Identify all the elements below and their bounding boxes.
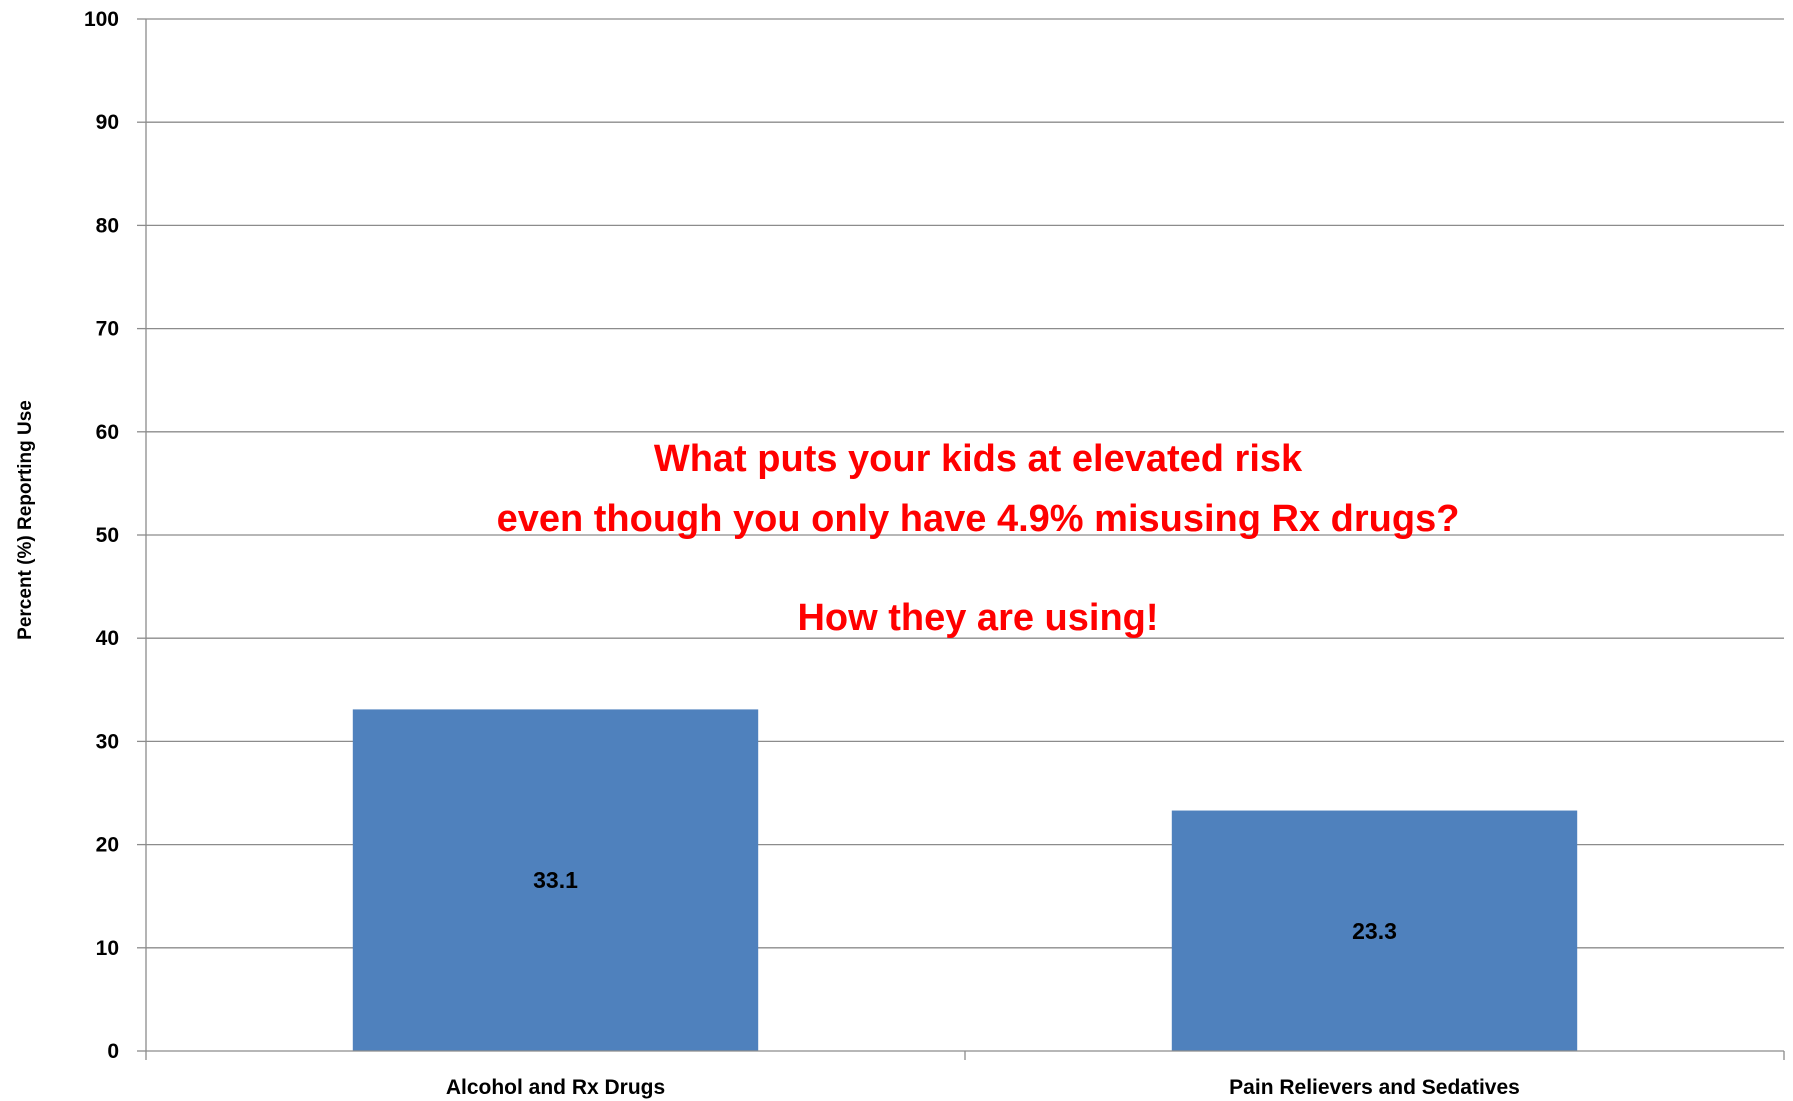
y-tick-label: 100: [84, 8, 119, 31]
bar: [1171, 810, 1578, 1051]
y-tick-label: 50: [96, 524, 119, 547]
y-tick-label: 90: [96, 111, 119, 134]
bar: [352, 709, 759, 1051]
y-tick-label: 0: [107, 1040, 119, 1063]
bars: [352, 709, 1578, 1051]
x-category-label: Pain Relievers and Sedatives: [1229, 1076, 1520, 1099]
annotation-text: How they are using!: [797, 597, 1158, 639]
y-tick-label: 30: [96, 730, 119, 753]
y-axis-title: Percent (%) Reporting Use: [15, 400, 36, 640]
annotation-text: even though you only have 4.9% misusing …: [497, 498, 1460, 540]
bar-value-label: 23.3: [1352, 918, 1397, 944]
y-tick-label: 60: [96, 421, 119, 444]
y-tick-label: 80: [96, 214, 119, 237]
annotation-text: What puts your kids at elevated risk: [654, 438, 1303, 480]
y-tick-label: 70: [96, 318, 119, 341]
x-category-label: Alcohol and Rx Drugs: [446, 1076, 665, 1099]
bar-value-label: 33.1: [533, 867, 578, 893]
labels: 0 10 20 30 40 50 60 70 80 90 100 33.1 Alcohol and Rx…: [15, 8, 1520, 1099]
axes: [137, 18, 1785, 1060]
annotations: What puts your kids at elevated risk even…: [497, 438, 1460, 639]
y-tick-label: 10: [96, 937, 119, 960]
y-tick-label: 40: [96, 627, 119, 650]
y-tick-label: 20: [96, 834, 119, 857]
